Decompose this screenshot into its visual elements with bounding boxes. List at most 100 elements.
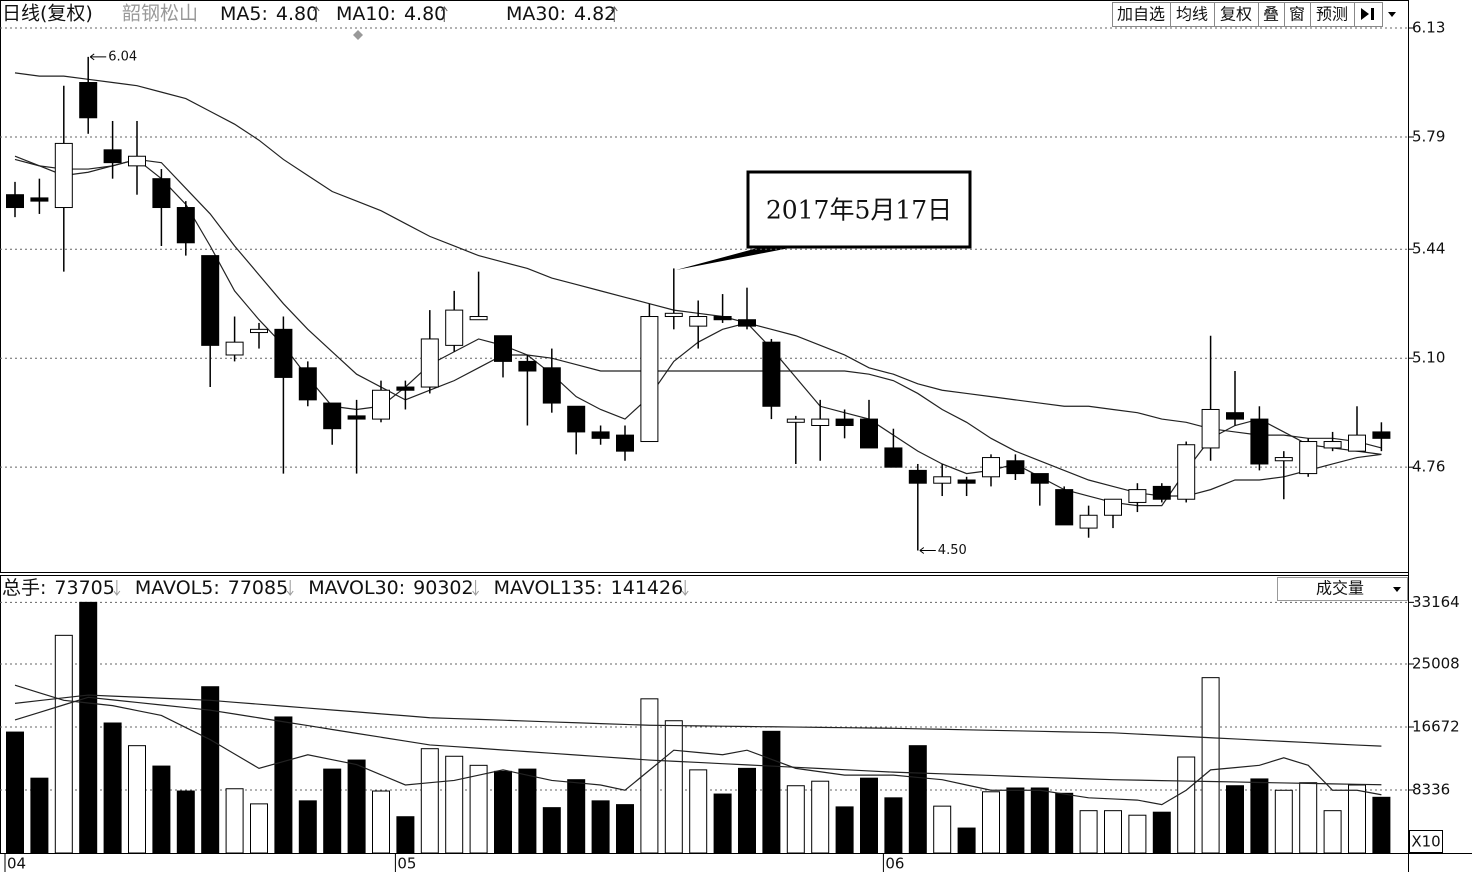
y-tick-label: 8336 [1412, 780, 1450, 798]
volume-bar [176, 790, 195, 854]
scale-label: X10 [1411, 833, 1440, 851]
moving-average-line [14, 72, 1382, 449]
legend-value: 4.82 [574, 3, 616, 25]
volume-bar [1299, 782, 1318, 854]
candle-body [908, 469, 927, 484]
volume-bar [811, 780, 830, 854]
y-tick-label: 25008 [1412, 654, 1460, 672]
volume-bar [54, 634, 73, 854]
candle-body [469, 316, 488, 321]
candle-body [1372, 431, 1391, 439]
legend-value: 141426 [611, 577, 684, 599]
candle-body [786, 418, 805, 423]
trend-arrow [312, 6, 320, 22]
candle-body [152, 178, 171, 209]
volume-bar [420, 748, 439, 854]
y-tick-label: 5.79 [1412, 128, 1445, 146]
candle-body [1055, 489, 1074, 526]
candle-body [616, 434, 634, 452]
candle-body [664, 312, 683, 318]
legend-entry: MA30: 4.82 [506, 3, 616, 25]
legend-entry: MAVOL135: 141426 [494, 577, 684, 599]
toolbar-dropdown[interactable] [1388, 12, 1396, 17]
legend-entry: MAVOL30: 90302 [308, 577, 473, 599]
candle-body [713, 316, 732, 321]
candle-body [1299, 441, 1318, 475]
volume-bar [591, 800, 610, 854]
candle-body [518, 360, 537, 372]
volume-bar [1323, 810, 1342, 854]
legend-name: MAVOL30: [308, 577, 405, 599]
candle-body [1079, 514, 1098, 529]
toolbar-button-label: 均线 [1176, 5, 1208, 24]
y-tick-label: 33164 [1412, 593, 1460, 611]
candle-body [420, 338, 439, 388]
toolbar-button[interactable] [1214, 2, 1259, 27]
volume-bar [1348, 784, 1366, 854]
volume-bar [372, 790, 390, 854]
candle-body [1104, 498, 1122, 516]
legend-name: MA5: [220, 3, 268, 25]
volume-bar [103, 722, 122, 854]
marker-diamond [353, 30, 363, 40]
legend-value: 4.80 [404, 3, 446, 25]
volume-bar [79, 601, 98, 854]
volume-bar [1079, 810, 1098, 854]
legend-name: 总手: [2, 577, 46, 599]
legend-value: 73705 [54, 577, 114, 599]
candle-body [250, 328, 268, 334]
candle-body [884, 447, 903, 468]
volume-bar [1152, 811, 1171, 854]
indicator-name: 成交量 [1316, 579, 1364, 598]
volume-bar [1128, 814, 1147, 854]
trend-arrow [681, 580, 689, 596]
volume-bar [835, 806, 854, 854]
candle-body [445, 309, 464, 346]
legend-entry: MAVOL5: 77085 [135, 577, 288, 599]
volume-bar [323, 768, 342, 854]
volume-bar [933, 805, 952, 854]
callout-pointer [676, 246, 800, 270]
toolbar-button[interactable] [1354, 2, 1383, 27]
toolbar-icon [1361, 8, 1374, 20]
legend-name: MAVOL135: [494, 577, 603, 599]
candle-body [6, 194, 24, 209]
trend-arrow [113, 580, 121, 596]
legend-name: MA10: [336, 3, 396, 25]
volume-bar [786, 785, 805, 854]
volume-bar [1274, 789, 1293, 854]
volume-bar [494, 770, 512, 854]
toolbar-button-label: 加自选 [1117, 5, 1165, 24]
candle-body [1226, 412, 1244, 420]
toolbar-button[interactable] [1112, 2, 1171, 27]
toolbar-button-label: 预测 [1316, 5, 1348, 24]
candle-body [591, 431, 610, 439]
candle-body [1030, 473, 1049, 484]
callout-text: 2017年5月17日 [766, 196, 952, 225]
legend-value: 4.80 [276, 3, 318, 25]
indicator-dropdown[interactable] [1277, 577, 1408, 601]
candle-body [323, 402, 342, 430]
volume-bar [1372, 796, 1391, 854]
candle-body [860, 418, 878, 449]
candle-body [79, 82, 98, 119]
legend-value: 90302 [413, 577, 473, 599]
legend-value: 77085 [228, 577, 288, 599]
volume-bar [152, 765, 171, 854]
candle-body [396, 386, 415, 391]
volume-bar [640, 698, 659, 854]
volume-bar [6, 731, 24, 854]
candle-body [762, 341, 781, 407]
min-pointer [919, 547, 936, 554]
volume-bar [1250, 778, 1269, 854]
candle-body [128, 155, 146, 167]
candle-body [274, 328, 293, 378]
candle-body [54, 142, 73, 209]
candle-body [640, 316, 659, 443]
y-tick-label: 5.44 [1412, 240, 1445, 258]
toolbar-button-label: 窗 [1289, 5, 1305, 24]
toolbar-button-label: 叠 [1263, 5, 1279, 24]
volume-bar [347, 759, 366, 854]
candle-body [957, 479, 976, 484]
volume-bar [689, 769, 708, 854]
